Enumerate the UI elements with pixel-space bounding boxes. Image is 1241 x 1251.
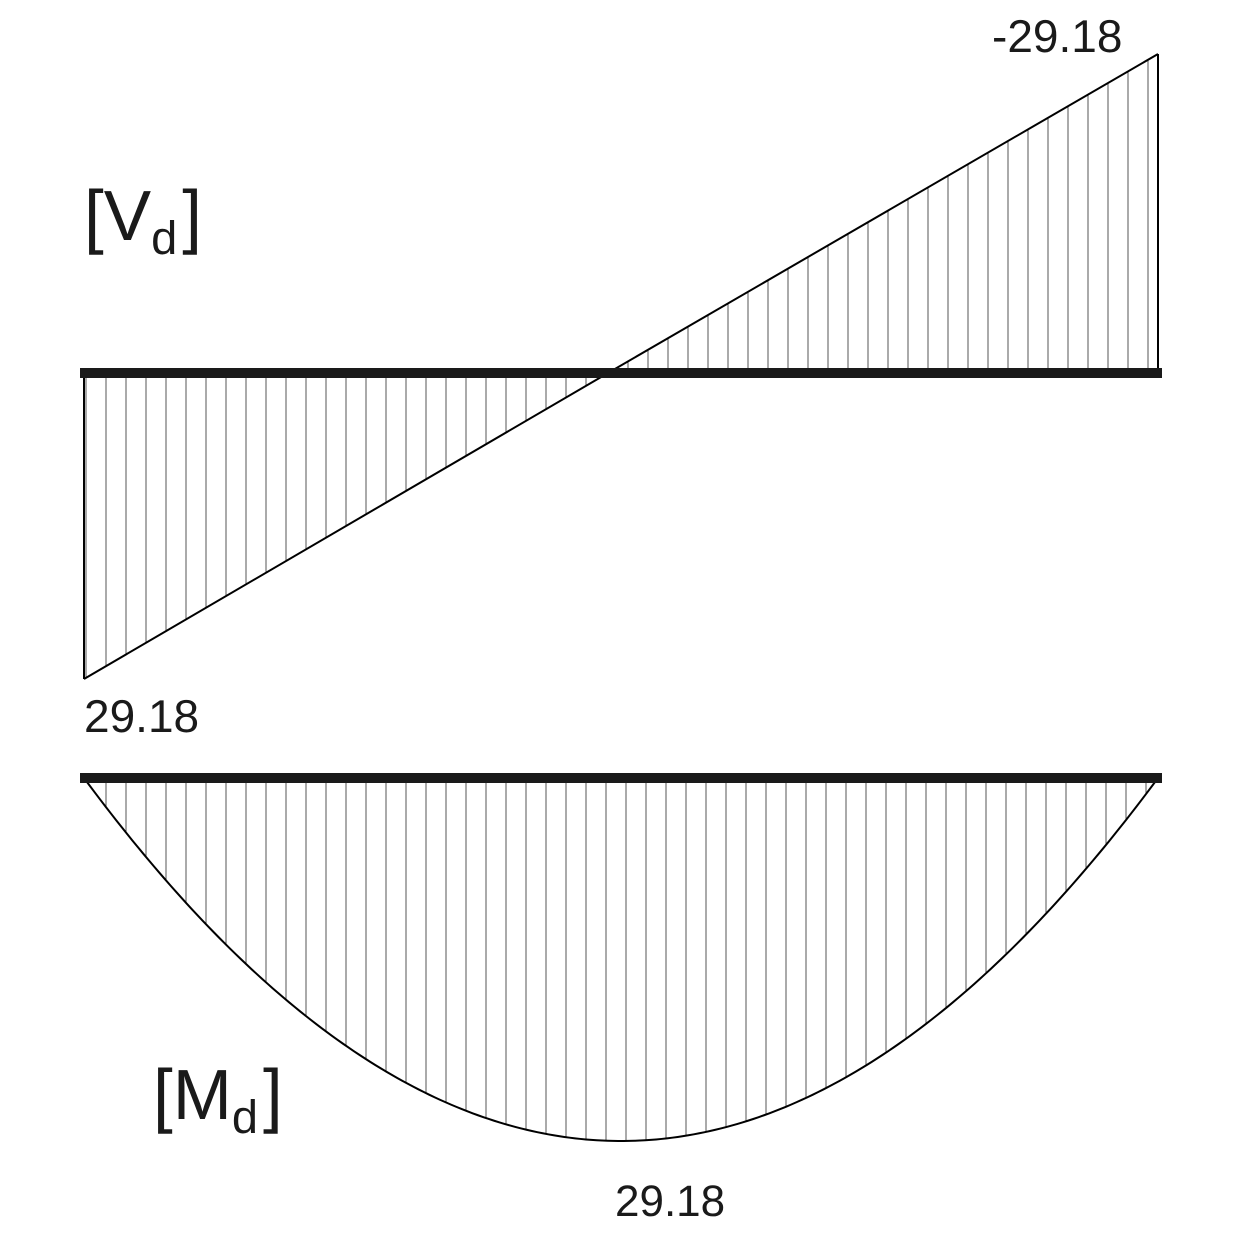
svg-text:-29.18: -29.18 xyxy=(992,10,1122,62)
svg-text:[Md]: [Md] xyxy=(153,1056,283,1143)
svg-text:29.18: 29.18 xyxy=(615,1177,725,1226)
svg-text:29.18: 29.18 xyxy=(84,690,199,742)
svg-text:[Vd]: [Vd] xyxy=(84,177,202,264)
